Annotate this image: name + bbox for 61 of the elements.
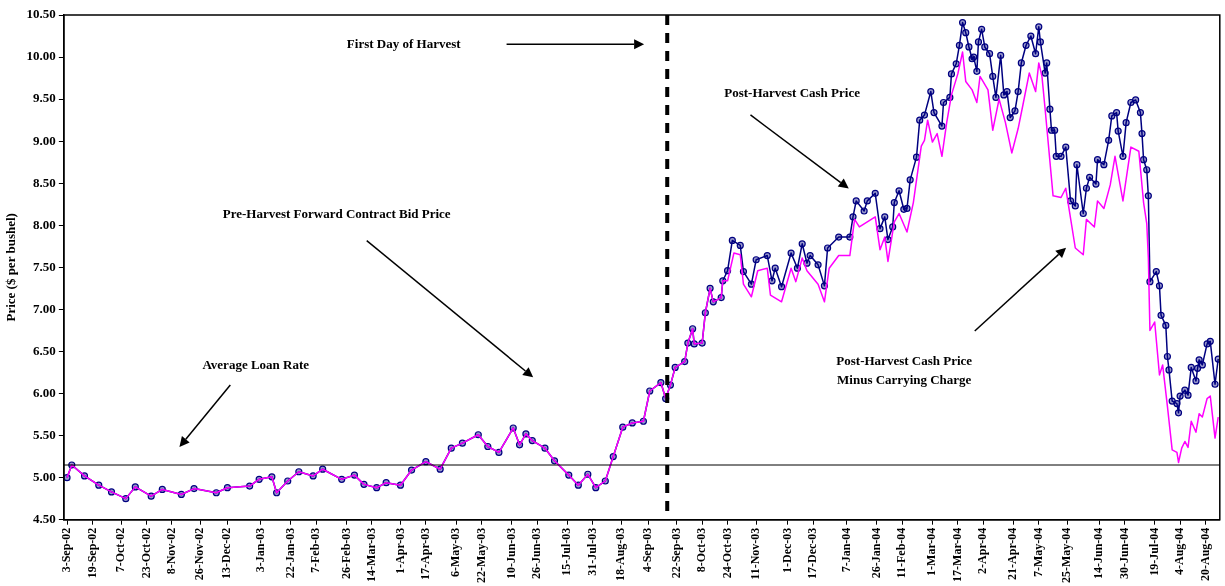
- x-tick-label: 30-Jun-04: [1116, 527, 1131, 580]
- x-tick-label: 7-Jan-04: [838, 527, 853, 573]
- x-tick-label: 22-May-03: [473, 527, 488, 584]
- y-tick-label: 6.00: [33, 384, 56, 400]
- y-tick-label: 9.00: [33, 132, 56, 148]
- y-tick-label: 4.50: [33, 511, 56, 527]
- x-tick-label: 17-Apr-03: [417, 527, 432, 580]
- x-tick-label: 17-Dec-03: [805, 527, 820, 579]
- x-tick-label: 14-Jun-04: [1091, 527, 1106, 580]
- x-tick-label: 2-Apr-04: [975, 527, 990, 574]
- annotation: First Day of Harvest: [346, 35, 462, 51]
- y-tick-label: 5.50: [33, 426, 56, 442]
- x-tick-label: 23-Oct-02: [138, 527, 153, 579]
- x-tick-label: 18-Aug-03: [613, 527, 628, 582]
- x-tick-label: 15-Jul-03: [559, 527, 574, 576]
- x-tick-label: 26-Feb-03: [338, 527, 353, 580]
- y-tick-label: 8.00: [33, 216, 56, 232]
- x-tick-label: 31-Jul-03: [584, 527, 599, 576]
- x-tick-label: 26-Jun-03: [529, 527, 544, 580]
- y-axis-title: Price ($ per bushel): [3, 213, 19, 322]
- y-tick-label: 5.00: [33, 468, 56, 484]
- x-tick-label: 11-Feb-04: [894, 527, 909, 579]
- x-tick-label: 3-Jan-03: [252, 527, 267, 573]
- x-tick-label: 8-Nov-02: [163, 527, 178, 575]
- x-tick-label: 4-Aug-04: [1172, 527, 1187, 576]
- x-tick-label: 8-Oct-03: [694, 527, 709, 573]
- y-tick-label: 10.00: [26, 48, 56, 64]
- x-tick-label: 20-Aug-04: [1197, 527, 1212, 582]
- x-tick-label: 7-Feb-03: [308, 527, 323, 574]
- x-tick-label: 10-Jun-03: [503, 527, 518, 580]
- x-tick-label: 1-Mar-04: [924, 527, 939, 576]
- y-tick-label: 9.50: [33, 90, 56, 106]
- x-tick-label: 11-Nov-03: [748, 527, 763, 580]
- y-tick-label: 6.50: [33, 342, 56, 358]
- x-tick-label: 26-Jan-04: [868, 527, 883, 579]
- x-tick-label: 3-Sep-02: [59, 527, 74, 573]
- x-tick-label: 14-Mar-03: [363, 527, 378, 582]
- x-tick-label: 6-May-03: [448, 527, 463, 578]
- y-tick-label: 7.50: [33, 258, 56, 274]
- x-tick-label: 13-Dec-02: [219, 527, 234, 579]
- y-tick-label: 7.00: [33, 300, 56, 316]
- x-tick-label: 22-Jan-03: [283, 527, 298, 579]
- x-tick-label: 7-May-04: [1030, 527, 1045, 578]
- x-tick-label: 17-Mar-04: [949, 527, 964, 582]
- annotation: Average Loan Rate: [202, 357, 310, 373]
- x-tick-label: 21-Apr-04: [1005, 527, 1020, 580]
- x-tick-label: 19-Jul-04: [1146, 527, 1161, 576]
- y-tick-label: 10.50: [26, 6, 56, 22]
- x-tick-label: 4-Sep-03: [640, 527, 655, 573]
- x-tick-label: 24-Oct-03: [719, 527, 734, 579]
- annotation: Pre-Harvest Forward Contract Bid Price: [222, 205, 451, 221]
- x-tick-label: 25-May-04: [1059, 527, 1074, 584]
- y-tick-label: 8.50: [33, 174, 56, 190]
- x-tick-label: 7-Oct-02: [113, 527, 128, 573]
- x-tick-label: 26-Nov-02: [192, 527, 207, 581]
- x-tick-label: 19-Sep-02: [84, 527, 99, 579]
- x-tick-label: 1-Dec-03: [780, 527, 794, 573]
- x-tick-label: 1-Apr-03: [392, 527, 407, 574]
- x-tick-label: 22-Sep-03: [668, 527, 683, 579]
- annotation: Post-Harvest Cash Price: [724, 85, 861, 101]
- annotation: Post-Harvest Cash Price Minus Carrying Charge: [836, 353, 973, 388]
